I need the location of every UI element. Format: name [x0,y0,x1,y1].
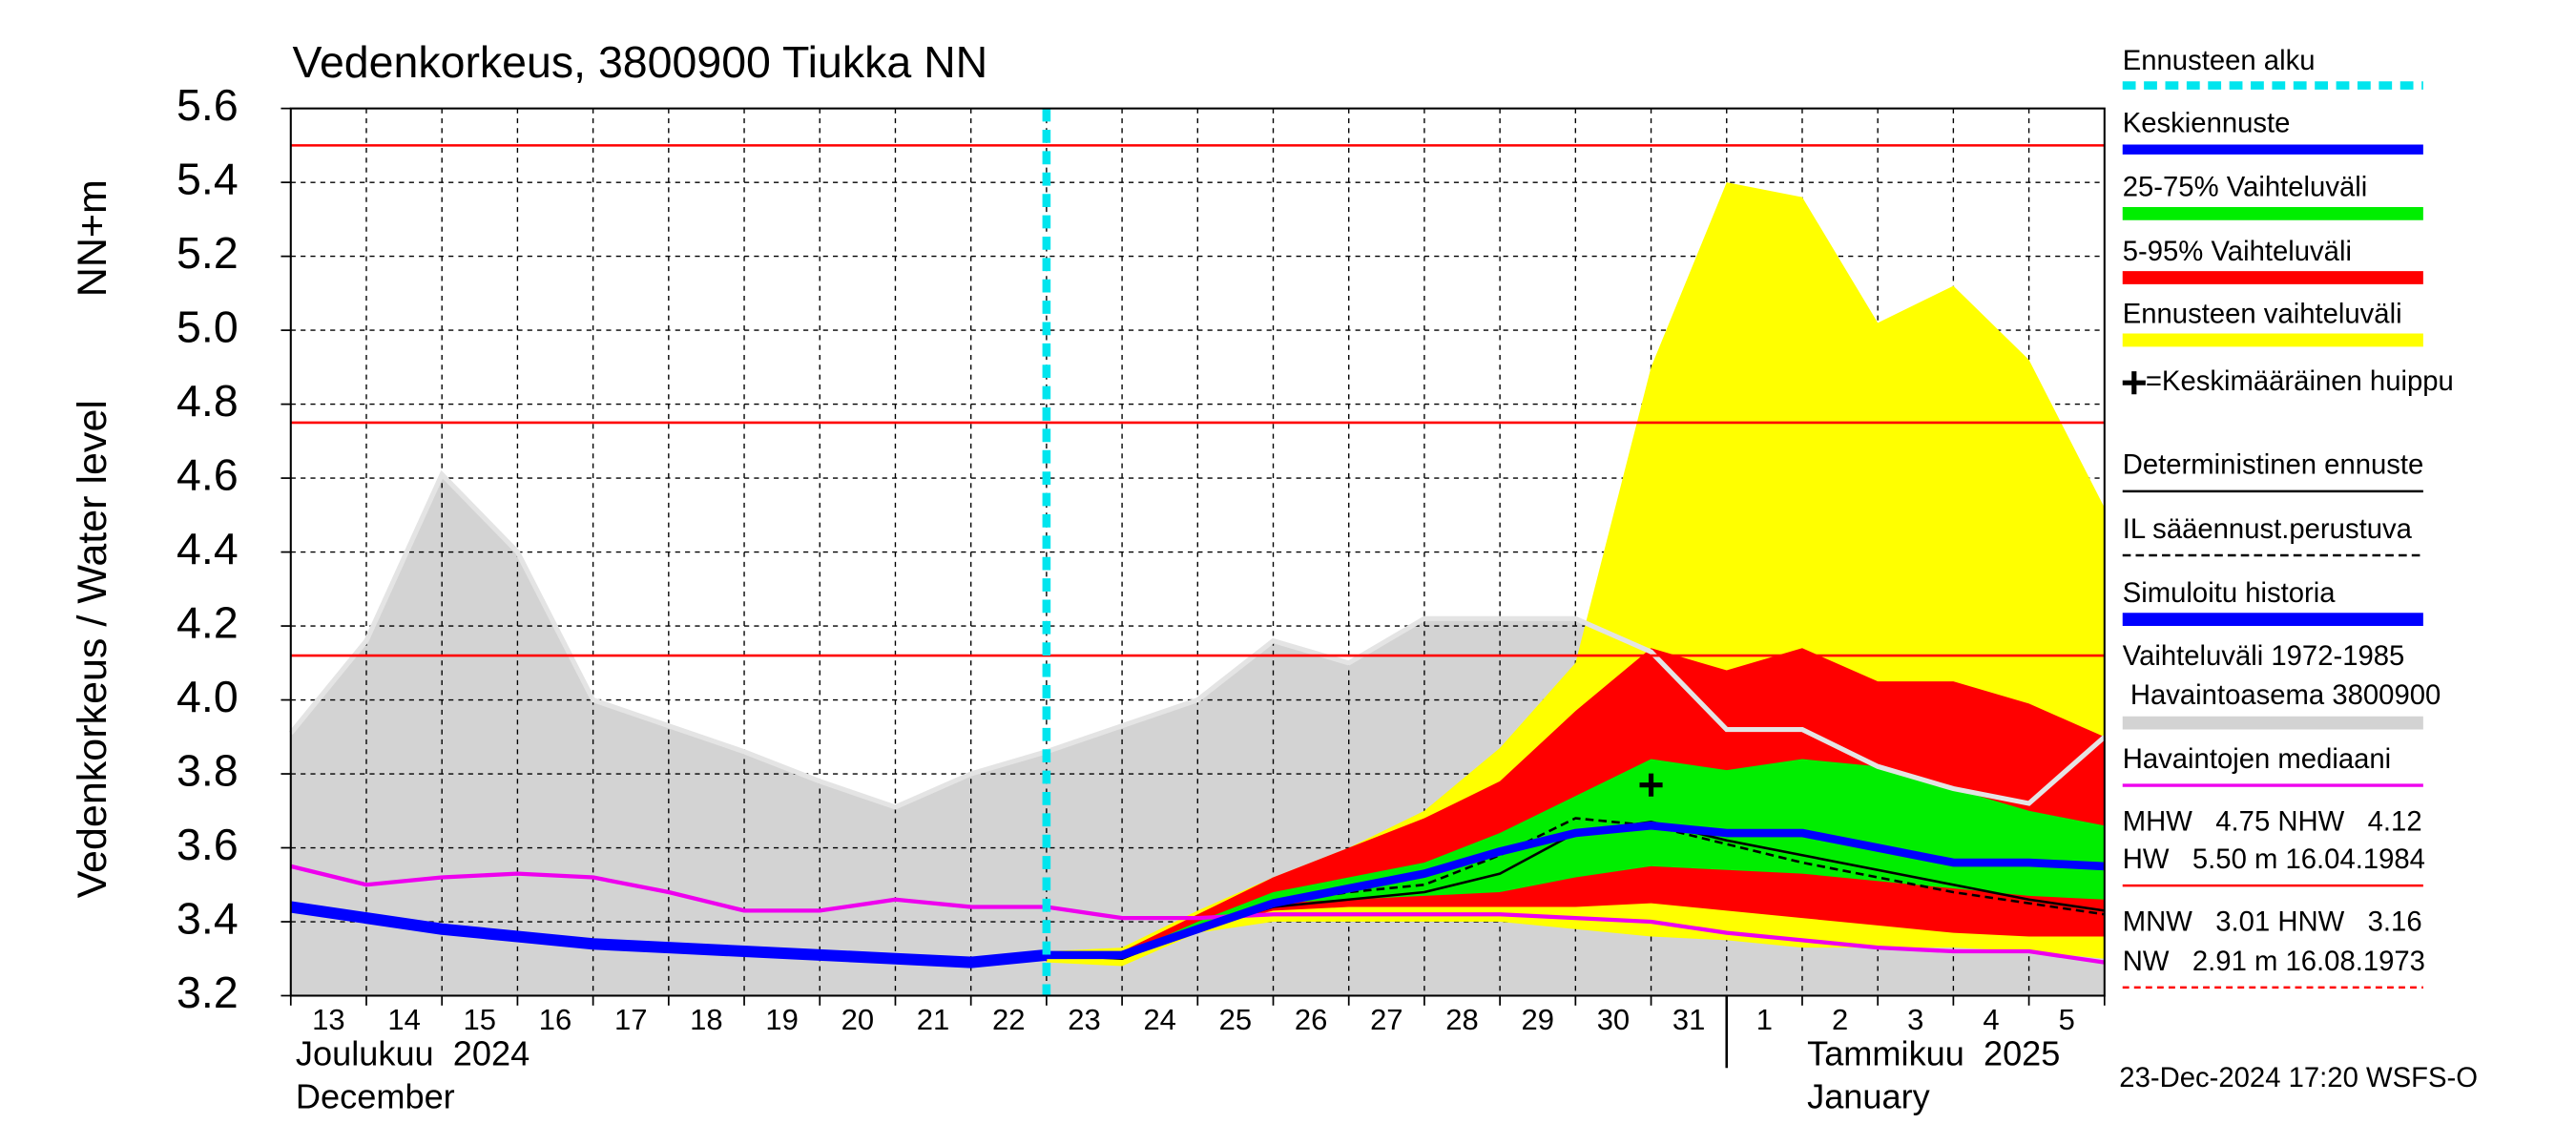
legend-label: =Keskimääräinen huippu [2146,366,2454,397]
y-axis-unit: NN+m [70,179,115,297]
band [1046,759,2105,959]
legend-label: Keskiennuste [2123,109,2291,139]
series-line [1046,821,2106,960]
x-tick-label: 18 [690,1003,722,1036]
x-tick-label: 20 [841,1003,874,1036]
y-tick-label: 5.2 [177,228,239,278]
x-tick-label: 2 [1832,1003,1848,1036]
y-axis-label: Vedenkorkeus / Water level [70,400,115,898]
y-tick-label: 3.4 [177,893,239,943]
x-tick-label: 4 [1983,1003,1999,1036]
month-label-en: December [296,1077,455,1116]
x-tick-label: 23 [1068,1003,1100,1036]
month-label-en: January [1807,1077,1930,1116]
legend-label: Havaintojen mediaani [2123,744,2391,775]
y-tick-label: 3.8 [177,745,239,795]
legend-label: Vaihteluväli 1972-1985 Havaintoasema 380… [2123,641,2441,711]
x-tick-label: 3 [1907,1003,1923,1036]
legend-label: Ennusteen vaihteluväli [2123,299,2402,329]
x-tick-label: 15 [464,1003,496,1036]
stats-text: MNW 3.01 HNW 3.16 [2123,906,2422,937]
y-tick-label: 4.2 [177,597,239,647]
x-tick-label: 13 [312,1003,344,1036]
x-tick-label: 5 [2059,1003,2075,1036]
x-tick-label: 17 [614,1003,647,1036]
x-tick-label: 25 [1219,1003,1252,1036]
legend-label: IL sääennust.perustuva [2123,514,2413,545]
y-tick-label: 5.0 [177,302,239,351]
x-tick-label: 16 [539,1003,571,1036]
y-tick-label: 4.4 [177,524,239,573]
x-tick-label: 14 [387,1003,420,1036]
series-line [289,901,1048,968]
x-tick-label: 24 [1143,1003,1175,1036]
y-tick-label: 5.4 [177,154,239,203]
month-label: Joulukuu 2024 [296,1034,530,1073]
legend-label: Simuloitu historia [2123,578,2337,609]
x-tick-label: 27 [1370,1003,1402,1036]
line-layer [288,469,2107,968]
x-tick-label: 29 [1522,1003,1554,1036]
stats-text: MHW 4.75 NHW 4.12 [2123,806,2422,837]
x-tick-label: 21 [917,1003,949,1036]
band-layer [1046,182,2105,967]
x-tick-label: 19 [765,1003,798,1036]
legend-label: Ennusteen alku [2123,46,2316,76]
x-tick-label: 28 [1445,1003,1478,1036]
legend-label: 25-75% Vaihteluväli [2123,173,2368,203]
x-tick-label: 22 [992,1003,1025,1036]
chart-body: Vedenkorkeus, 3800900 Tiukka NN Vedenkor… [70,37,2478,1115]
stats-text: NW 2.91 m 16.08.1973 [2123,947,2425,977]
peak-marker [1639,773,1663,797]
y-tick-label: 3.6 [177,820,239,869]
y-tick-label: 4.0 [177,672,239,721]
chart-title: Vedenkorkeus, 3800900 Tiukka NN [293,37,988,87]
x-tick-label: 30 [1597,1003,1630,1036]
footer: 23-Dec-2024 17:20 WSFS-O [2119,1063,2478,1093]
month-label: Tammikuu 2025 [1807,1034,2060,1073]
series-line [290,864,2106,965]
x-tick-label: 26 [1295,1003,1327,1036]
legend-label: Deterministinen ennuste [2123,450,2424,481]
stats-text: HW 5.50 m 16.04.1984 [2123,844,2425,875]
x-tick-label: 31 [1672,1003,1705,1036]
y-tick-label: 4.8 [177,376,239,426]
range-edge [288,469,2107,810]
legend-label: 5-95% Vaihteluväli [2123,237,2352,267]
legend-peak-symbol [2122,371,2146,395]
y-tick-label: 4.6 [177,449,239,499]
y-tick-label: 3.2 [177,968,239,1017]
y-tick-label: 5.6 [177,80,239,130]
x-tick-label: 1 [1756,1003,1773,1036]
